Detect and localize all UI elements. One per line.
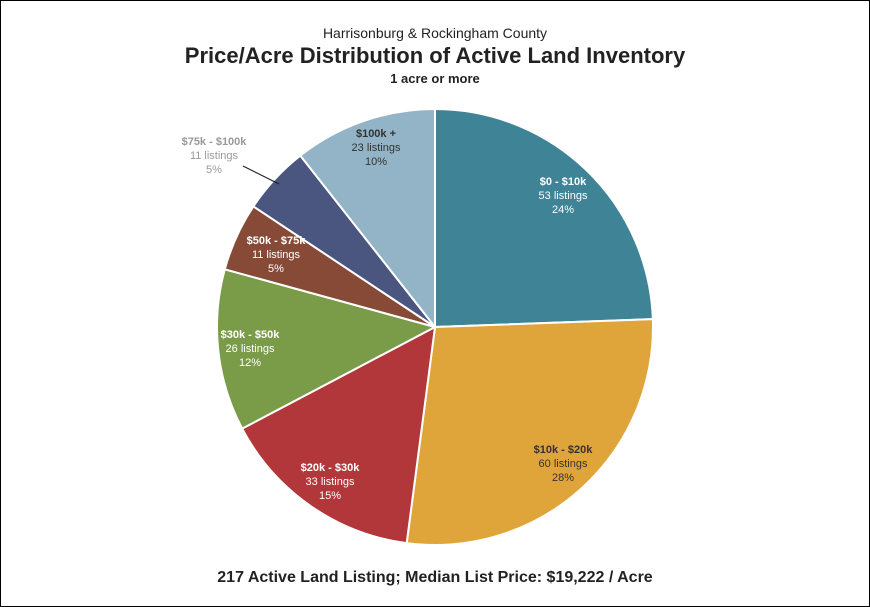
- slice-pct-label-75k-100k: 5%: [206, 164, 222, 176]
- slice-label-20k-30k: $20k - $30k: [301, 462, 361, 474]
- chart-footer-summary: 217 Active Land Listing; Median List Pri…: [217, 569, 653, 586]
- pie-slices: [216, 107, 654, 546]
- slice-label-75k-100k: $75k - $100k: [182, 136, 248, 148]
- slice-pct-label-0-10k: 24%: [552, 204, 574, 216]
- pie-slice-0-10k: [434, 107, 654, 329]
- slice-label-0-10k: $0 - $10k 53 listings 24%: [539, 176, 588, 216]
- slice-label-50k-75k: $50k - $75k 11 listings 5%: [247, 235, 307, 275]
- chart-title: Price/Acre Distribution of Active Land I…: [184, 43, 686, 68]
- slice-count-label-50k-75k: 11 listings: [252, 249, 301, 261]
- slice-label-100k-plus: $100k +: [356, 128, 396, 140]
- pie-slice-20k-30k: [240, 325, 437, 545]
- pie-slice-10k-20k: [405, 318, 654, 546]
- slice-label-50k-75k: $50k - $75k: [247, 235, 307, 247]
- slice-label-75k-100k: $75k - $100k 11 listings 5%: [182, 136, 248, 176]
- slice-count-label-75k-100k: 11 listings: [190, 150, 239, 162]
- slice-label-20k-30k: $20k - $30k 33 listings 15%: [301, 462, 361, 502]
- slice-pct-label-100k-plus: 10%: [365, 156, 387, 168]
- pie-slice-30k-50k: [216, 268, 438, 430]
- leader-line: [242, 165, 280, 185]
- slice-label-30k-50k: $30k - $50k: [221, 329, 281, 341]
- slice-count-label-30k-50k: 26 listings: [226, 343, 275, 355]
- slice-label-0-10k: $0 - $10k: [540, 176, 587, 188]
- slice-label-30k-50k: $30k - $50k 26 listings 12%: [221, 329, 281, 369]
- slice-label-10k-20k: $10k - $20k: [534, 444, 594, 456]
- slice-pct-label-30k-50k: 12%: [239, 357, 261, 369]
- slice-count-label-20k-30k: 33 listings: [306, 476, 355, 488]
- slice-label-10k-20k: $10k - $20k 60 listings 28%: [534, 444, 594, 484]
- slice-count-label-10k-20k: 60 listings: [539, 458, 588, 470]
- slice-label-100k-plus: $100k + 23 listings 10%: [352, 128, 401, 168]
- slice-pct-label-20k-30k: 15%: [319, 490, 341, 502]
- chart-subtitle: 1 acre or more: [390, 71, 480, 86]
- slice-pct-label-10k-20k: 28%: [552, 472, 574, 484]
- chart-supertitle: Harrisonburg & Rockingham County: [322, 25, 548, 41]
- pie-slice-100k-plus: [298, 107, 436, 330]
- slice-count-label-0-10k: 53 listings: [539, 190, 588, 202]
- slice-pct-label-50k-75k: 5%: [268, 263, 284, 275]
- slice-count-label-100k-plus: 23 listings: [352, 142, 401, 154]
